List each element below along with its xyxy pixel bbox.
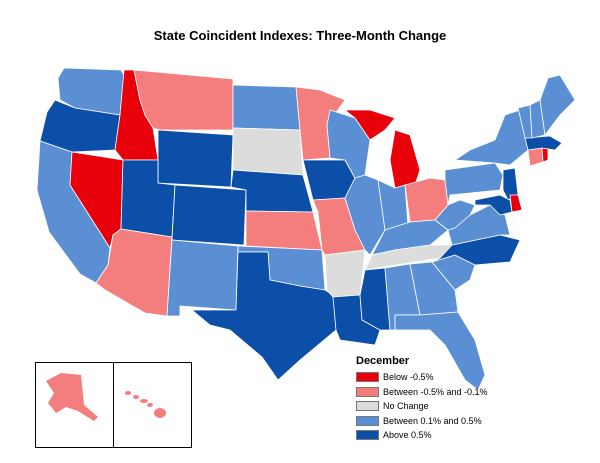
state-SD[interactable] bbox=[232, 127, 304, 176]
state-MI[interactable] bbox=[344, 109, 396, 141]
legend-label: No Change bbox=[383, 401, 429, 412]
state-ME[interactable] bbox=[539, 74, 576, 136]
state-AK[interactable] bbox=[46, 373, 98, 421]
state-MD[interactable] bbox=[474, 194, 513, 216]
state-NM[interactable] bbox=[166, 239, 239, 317]
state-PA[interactable] bbox=[444, 162, 504, 206]
alaska-hawaii-insets bbox=[35, 362, 192, 448]
state-ND[interactable] bbox=[232, 84, 301, 131]
map-title: State Coincident Indexes: Three-Month Ch… bbox=[153, 28, 447, 43]
inset-map bbox=[46, 373, 166, 421]
legend-item: Between -0.5% and -0.1% bbox=[356, 385, 488, 400]
state-GA[interactable] bbox=[409, 261, 459, 316]
state-IN[interactable] bbox=[377, 179, 409, 231]
legend-item: Below -0.5% bbox=[356, 370, 488, 385]
legend-label: Between -0.5% and -0.1% bbox=[383, 386, 488, 397]
state-TX[interactable] bbox=[191, 251, 337, 381]
state-AR[interactable] bbox=[324, 249, 366, 298]
state-HI[interactable] bbox=[125, 391, 166, 418]
legend-label: Between 0.1% and 0.5% bbox=[383, 415, 482, 426]
legend-label: Above 0.5% bbox=[383, 430, 432, 441]
state-CT[interactable] bbox=[527, 147, 544, 167]
state-MT[interactable] bbox=[133, 69, 234, 131]
state-VA[interactable] bbox=[447, 204, 511, 246]
state-NY[interactable] bbox=[454, 109, 529, 166]
inset-divider bbox=[113, 363, 114, 447]
legend-label: Below -0.5% bbox=[383, 372, 434, 383]
legend-swatch bbox=[356, 372, 379, 383]
legend-item: Above 0.5% bbox=[356, 428, 488, 443]
legend-item: No Change bbox=[356, 399, 488, 414]
state-RI[interactable] bbox=[541, 147, 549, 163]
legend-swatch bbox=[356, 430, 379, 441]
state-IL[interactable] bbox=[344, 174, 386, 256]
legend-item: Between 0.1% and 0.5% bbox=[356, 414, 488, 429]
state-KS[interactable] bbox=[245, 210, 323, 251]
state-FL[interactable] bbox=[394, 311, 486, 391]
state-OR[interactable] bbox=[39, 99, 121, 153]
legend: December Below -0.5% Between -0.5% and -… bbox=[356, 355, 488, 443]
state-WY[interactable] bbox=[157, 129, 234, 188]
legend-swatch bbox=[356, 401, 379, 412]
legend-swatch bbox=[356, 415, 379, 426]
state-CO[interactable] bbox=[171, 184, 247, 246]
legend-swatch bbox=[356, 386, 379, 397]
state-MI-lower[interactable] bbox=[389, 129, 421, 189]
legend-title: December bbox=[356, 355, 410, 367]
state-MA[interactable] bbox=[524, 135, 563, 151]
state-WV[interactable] bbox=[434, 199, 476, 231]
